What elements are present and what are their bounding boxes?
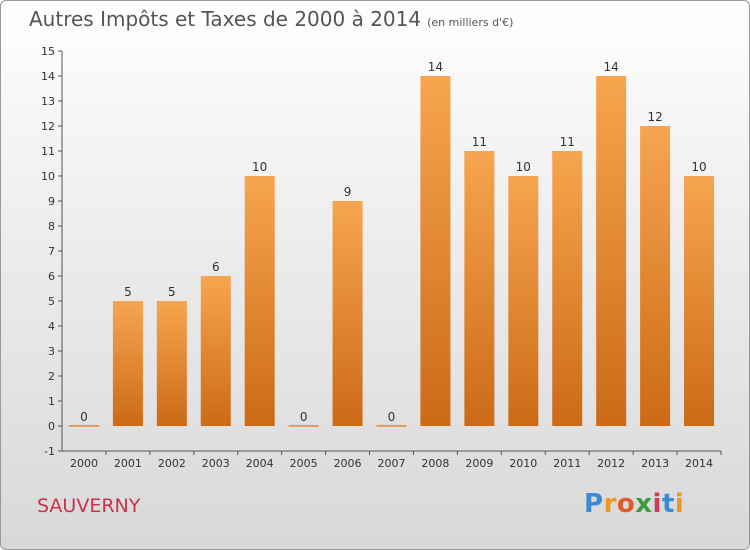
y-tick-label: 11 bbox=[41, 145, 55, 158]
y-tick-label: 9 bbox=[48, 195, 55, 208]
chart-subtitle: (en milliers d'€) bbox=[427, 16, 514, 29]
data-label: 10 bbox=[516, 160, 531, 174]
x-tick-label: 2012 bbox=[597, 457, 625, 470]
bar bbox=[156, 301, 187, 426]
y-tick-label: 7 bbox=[48, 245, 55, 258]
bar bbox=[552, 151, 583, 426]
x-tick-label: 2010 bbox=[509, 457, 537, 470]
logo-letter: o bbox=[616, 489, 636, 519]
y-tick-label: 1 bbox=[48, 395, 55, 408]
bar bbox=[68, 425, 99, 427]
y-tick-label: 0 bbox=[48, 420, 55, 433]
x-tick-label: 2014 bbox=[685, 457, 713, 470]
bar bbox=[288, 425, 319, 427]
chart-title-text: Autres Impôts et Taxes de 2000 à 2014 bbox=[29, 7, 422, 31]
chart-title: Autres Impôts et Taxes de 2000 à 2014 (en… bbox=[29, 7, 513, 31]
data-label: 6 bbox=[212, 260, 220, 274]
bar bbox=[376, 425, 407, 427]
y-tick-label: 10 bbox=[41, 170, 55, 183]
logo-letter: i bbox=[652, 489, 662, 519]
x-tick-label: 2002 bbox=[158, 457, 186, 470]
data-label: 9 bbox=[344, 185, 352, 199]
data-label: 11 bbox=[472, 135, 487, 149]
x-tick-label: 2008 bbox=[421, 457, 449, 470]
y-tick-label: 5 bbox=[48, 295, 55, 308]
data-label: 10 bbox=[252, 160, 267, 174]
data-label: 5 bbox=[124, 285, 132, 299]
x-tick-label: 2013 bbox=[641, 457, 669, 470]
x-tick-label: 2003 bbox=[202, 457, 230, 470]
y-tick-label: 8 bbox=[48, 220, 55, 233]
proxiti-logo: Proxiti bbox=[584, 489, 684, 519]
logo-letter: r bbox=[603, 489, 617, 519]
y-tick-label: 3 bbox=[48, 345, 55, 358]
bar bbox=[244, 176, 275, 426]
logo-letter: i bbox=[674, 489, 685, 519]
y-tick-label: 15 bbox=[41, 45, 55, 58]
x-tick-label: 2006 bbox=[334, 457, 362, 470]
data-label: 0 bbox=[80, 410, 88, 424]
logo-letter: P bbox=[584, 489, 604, 519]
bar bbox=[112, 301, 143, 426]
data-label: 0 bbox=[300, 410, 308, 424]
y-tick-label: -1 bbox=[44, 445, 55, 458]
x-tick-label: 2005 bbox=[290, 457, 318, 470]
x-tick-label: 2004 bbox=[246, 457, 274, 470]
x-tick-label: 2000 bbox=[70, 457, 98, 470]
x-tick-label: 2011 bbox=[553, 457, 581, 470]
y-tick-label: 2 bbox=[48, 370, 55, 383]
data-label: 0 bbox=[388, 410, 396, 424]
y-tick-label: 12 bbox=[41, 120, 55, 133]
bar bbox=[640, 126, 671, 426]
bar bbox=[420, 76, 451, 426]
data-label: 10 bbox=[691, 160, 706, 174]
bar bbox=[684, 176, 715, 426]
bar bbox=[200, 276, 231, 426]
bar bbox=[508, 176, 539, 426]
y-tick-label: 6 bbox=[48, 270, 55, 283]
bar bbox=[464, 151, 495, 426]
data-label: 14 bbox=[428, 60, 443, 74]
data-label: 5 bbox=[168, 285, 176, 299]
logo-letter: x bbox=[635, 489, 653, 519]
x-tick-label: 2001 bbox=[114, 457, 142, 470]
y-tick-label: 4 bbox=[48, 320, 55, 333]
x-tick-label: 2009 bbox=[465, 457, 493, 470]
y-tick-label: 13 bbox=[41, 95, 55, 108]
data-label: 14 bbox=[604, 60, 619, 74]
town-name: SAUVERNY bbox=[37, 495, 141, 517]
data-label: 12 bbox=[647, 110, 662, 124]
bar bbox=[596, 76, 627, 426]
x-tick-label: 2007 bbox=[378, 457, 406, 470]
y-tick-label: 14 bbox=[41, 70, 55, 83]
bar bbox=[332, 201, 363, 426]
logo-letter: t bbox=[661, 489, 675, 519]
data-label: 11 bbox=[560, 135, 575, 149]
